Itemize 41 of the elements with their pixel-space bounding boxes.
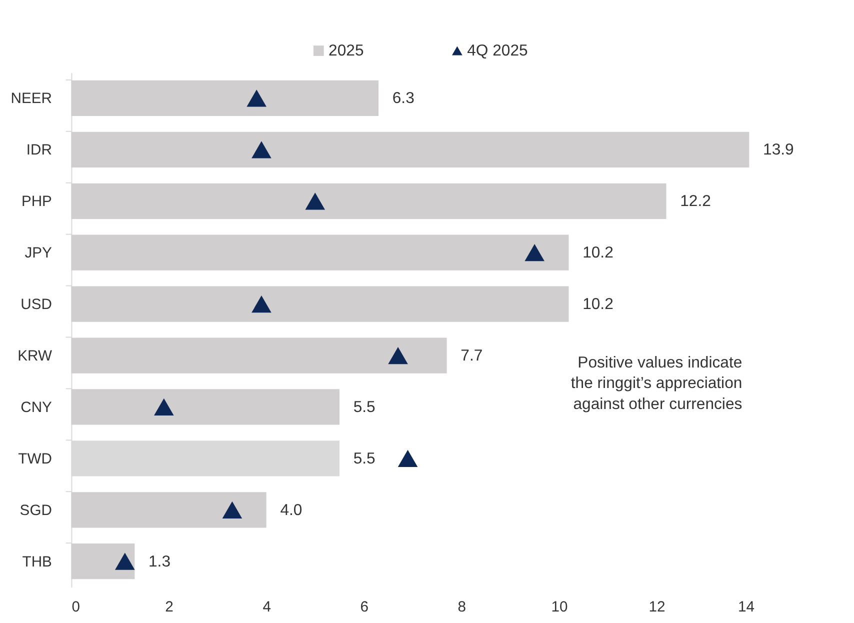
y-tick-label: THB [22, 554, 52, 570]
y-tick-label: SGD [20, 502, 52, 519]
point [246, 90, 266, 107]
data-label: 12.2 [680, 193, 711, 210]
y-tick-label: IDR [26, 142, 52, 159]
data-label: 10.2 [582, 296, 614, 314]
point [388, 346, 408, 364]
y-tick-label: KRW [18, 348, 52, 364]
point [524, 244, 544, 262]
point [305, 192, 326, 210]
y-tick-label: TWD [18, 451, 52, 468]
x-tick-label: 2 [165, 599, 174, 616]
y-tick-label: NEER [10, 91, 52, 108]
point [252, 296, 272, 313]
y-tick-label: JPY [24, 246, 52, 262]
data-label: 7.7 [460, 347, 483, 364]
x-tick-label: 10 [551, 599, 568, 616]
annotation: Positive values indicate the ringgit’s appreciation against other currencies [570, 354, 742, 413]
data-label: 5.5 [353, 450, 376, 468]
data-label: 4.0 [280, 502, 302, 519]
y-tick-label: PHP [21, 194, 52, 210]
point [115, 552, 135, 570]
data-label: 13.9 [763, 142, 794, 159]
point [252, 141, 272, 158]
x-tick-label: 4 [262, 599, 271, 616]
y-tick-label: CNY [20, 400, 52, 416]
point [154, 398, 174, 416]
point [222, 501, 242, 518]
data-label: 6.3 [392, 90, 415, 108]
x-tick-label: 8 [458, 599, 466, 616]
x-tick-label: 12 [648, 599, 666, 616]
legend-label: 2025 [328, 42, 364, 60]
x-tick-label: 6 [360, 599, 368, 616]
data-label: 5.5 [353, 398, 376, 416]
x-tick-label: 0 [72, 599, 80, 616]
x-tick-label: 14 [738, 599, 755, 616]
y-tick-label: USD [20, 297, 52, 314]
data-label: 10.2 [582, 244, 614, 262]
legend-label: 4Q 2025 [467, 42, 528, 60]
point [398, 450, 418, 468]
data-label: 1.3 [148, 553, 171, 570]
